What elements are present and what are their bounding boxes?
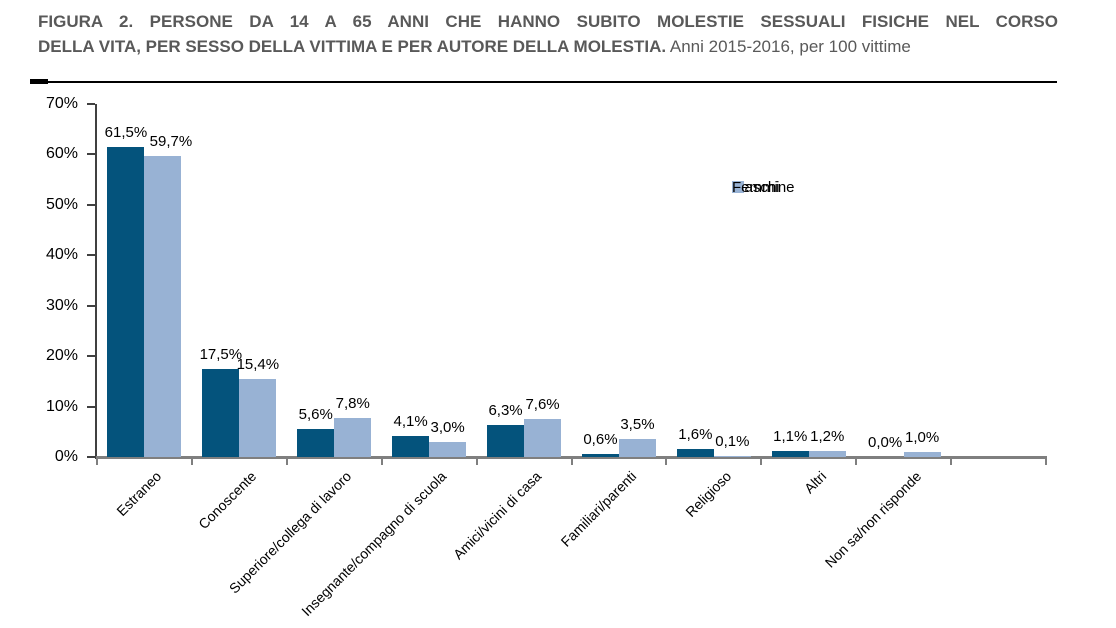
y-axis-tick [87, 153, 95, 156]
bar-femmine-3 [429, 441, 467, 457]
y-axis-tick [87, 103, 95, 105]
y-axis-tick [87, 203, 95, 206]
bar-value-label: 1,6% [678, 425, 713, 443]
bar-maschi-5 [581, 453, 619, 457]
bar-value-label: 3,5% [620, 416, 655, 434]
figure-title-line1: FIGURA 2. PERSONE DA 14 A 65 ANNI CHE HA… [38, 12, 1058, 31]
bar-value-label: 0,0% [868, 434, 903, 451]
x-axis-tick [285, 459, 288, 465]
y-axis-tick [87, 456, 95, 458]
bar-femmine-7 [808, 450, 846, 457]
x-axis-label: Altri [800, 468, 830, 497]
y-axis-tick [87, 304, 95, 307]
bar-value-label: 6,3% [488, 402, 523, 420]
bar-maschi-4 [487, 425, 525, 457]
x-axis-tick [855, 459, 858, 465]
x-axis-label: Familiari/parenti [557, 468, 640, 550]
x-axis-label: Religioso [682, 468, 735, 521]
x-axis-tick [380, 459, 383, 465]
bar-value-label: 5,6% [298, 405, 333, 423]
bar-femmine-1 [239, 379, 277, 457]
bar-value-label: 61,5% [104, 123, 148, 141]
bar-maschi-7 [771, 451, 809, 457]
y-axis-tick-label: 60% [45, 145, 78, 163]
x-axis-tick [570, 459, 573, 465]
bar-value-label: 0,6% [583, 430, 618, 448]
x-axis-label: Conoscente [195, 468, 260, 533]
figure-title-line2: DELLA VITA, PER SESSO DELLA VITTIMA E PE… [38, 34, 1058, 59]
bar-maschi-0 [107, 146, 145, 457]
bar-femmine-2 [334, 417, 372, 457]
bar-femmine-8 [903, 451, 941, 457]
y-axis-tick-label: 40% [45, 246, 78, 264]
y-axis-tick-label: 50% [45, 195, 78, 213]
x-axis-tick [950, 459, 953, 465]
y-axis-tick [87, 254, 95, 257]
x-axis-tick [96, 459, 98, 465]
figure-subtitle: Anni 2015-2016, per 100 vittime [666, 37, 911, 56]
y-axis-line [95, 104, 97, 459]
legend-swatch-femmine [732, 181, 744, 193]
x-axis-label: Non sa/non risponde [821, 468, 924, 571]
bar-maschi-1 [202, 368, 240, 457]
y-axis-tick [87, 355, 95, 358]
bar-femmine-5 [618, 439, 656, 457]
x-axis-tick [475, 459, 478, 465]
bar-value-label: 15,4% [236, 356, 280, 374]
bar-maschi-2 [297, 428, 335, 457]
bar-value-label: 1,0% [905, 428, 940, 446]
x-axis-tick [1045, 459, 1047, 465]
bar-value-label: 1,1% [773, 428, 808, 446]
bar-maschi-6 [676, 448, 714, 457]
y-axis-tick-label: 30% [45, 296, 78, 314]
bar-value-label: 7,8% [335, 394, 370, 412]
bar-value-label: 7,6% [525, 395, 560, 413]
bar-femmine-4 [524, 418, 562, 457]
bar-value-label: 3,0% [430, 418, 465, 436]
legend-label: Femmine [732, 178, 795, 196]
x-axis-line [96, 456, 1047, 459]
bar-value-label: 59,7% [149, 132, 193, 150]
bar-value-label: 1,2% [810, 427, 845, 445]
y-axis-tick [87, 405, 95, 408]
figure-title-line2-bold: DELLA VITA, PER SESSO DELLA VITTIMA E PE… [38, 37, 667, 56]
x-axis-tick [760, 459, 763, 465]
x-axis-tick [190, 459, 193, 465]
bar-value-label: 4,1% [393, 413, 428, 431]
bar-value-label: 17,5% [199, 345, 243, 363]
y-axis-tick-label: 20% [45, 347, 78, 365]
x-axis-tick [665, 459, 668, 465]
x-axis-label: Estraneo [113, 468, 165, 519]
bar-femmine-6 [713, 456, 751, 457]
x-axis-label: Amici/vicini di casa [449, 468, 545, 563]
bar-value-label: 0,1% [715, 433, 750, 451]
bar-femmine-0 [144, 155, 182, 457]
title-divider [30, 79, 1057, 84]
y-axis-tick-label: 0% [54, 448, 78, 465]
y-axis-tick-label: 70% [45, 95, 78, 112]
figure-title: FIGURA 2. PERSONE DA 14 A 65 ANNI CHE HA… [38, 9, 1058, 59]
bar-maschi-3 [392, 436, 430, 457]
y-axis-tick-label: 10% [45, 397, 78, 415]
